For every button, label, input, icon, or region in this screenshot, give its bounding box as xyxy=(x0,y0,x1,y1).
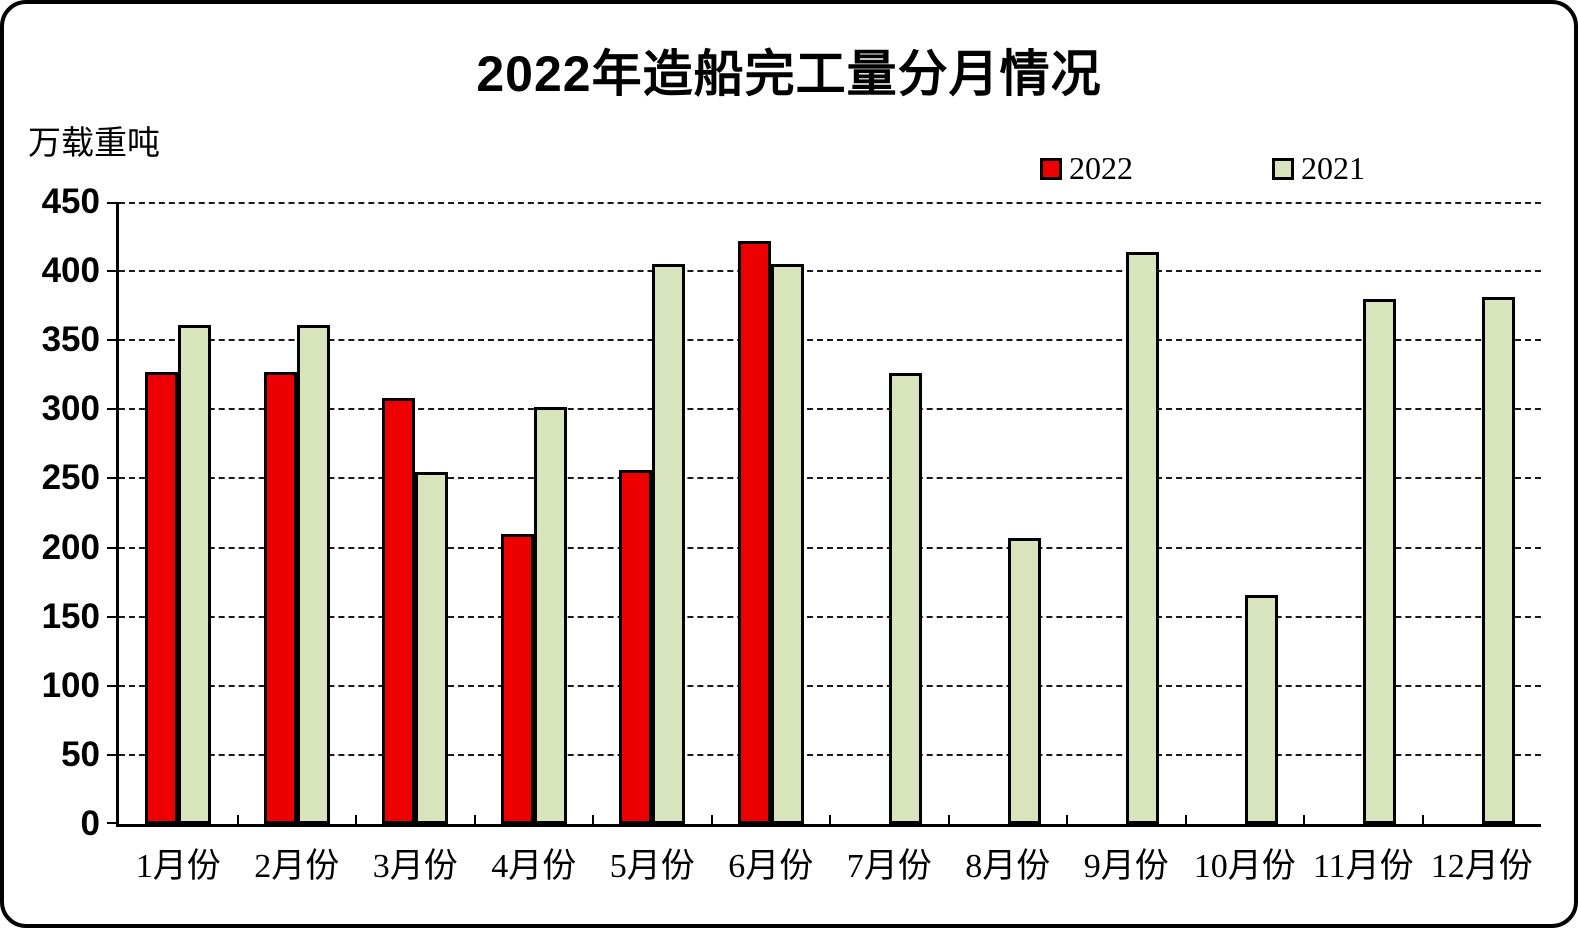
y-axis-tick xyxy=(107,408,116,411)
x-axis-tick xyxy=(829,815,831,824)
bar-2022-1月份 xyxy=(145,372,179,824)
y-tick-label-400: 400 xyxy=(41,251,100,291)
y-axis-tick xyxy=(107,339,116,342)
x-axis-tick xyxy=(236,815,239,824)
y-axis-unit-label: 万载重吨 xyxy=(28,126,160,162)
x-axis-label-2月份: 2月份 xyxy=(254,848,340,885)
y-axis-tick xyxy=(107,202,116,204)
gridline-450 xyxy=(119,202,1541,204)
x-axis-tick xyxy=(710,815,713,824)
x-axis-label-9月份: 9月份 xyxy=(1083,848,1169,885)
bar-2021-3月份 xyxy=(415,472,449,824)
bar-2022-6月份 xyxy=(737,241,771,824)
legend-swatch-2022 xyxy=(1040,157,1062,180)
bar-2021-11月份 xyxy=(1363,299,1397,824)
legend-swatch-2021 xyxy=(1272,157,1294,180)
x-axis-label-1月份: 1月份 xyxy=(135,848,221,885)
y-tick-label-250: 250 xyxy=(41,458,100,498)
gridline-200 xyxy=(119,546,1541,549)
gridline-400 xyxy=(119,270,1541,273)
bar-2021-5月份 xyxy=(652,264,686,824)
x-axis-tick xyxy=(592,815,594,824)
legend-item-2021: 2021 xyxy=(1272,150,1365,187)
x-axis-tick xyxy=(355,815,357,824)
chart-title: 2022年造船完工量分月情况 xyxy=(476,46,1102,102)
y-tick-label-50: 50 xyxy=(61,734,100,774)
x-axis-label-3月份: 3月份 xyxy=(372,848,458,885)
bar-2021-12月份 xyxy=(1481,297,1515,824)
gridline-300 xyxy=(119,408,1541,411)
x-axis-label-8月份: 8月份 xyxy=(965,848,1051,885)
y-tick-label-0: 0 xyxy=(80,804,100,843)
bar-2021-4月份 xyxy=(533,407,567,824)
y-tick-label-450: 450 xyxy=(41,182,100,221)
legend-item-2022: 2022 xyxy=(1040,150,1133,187)
y-axis-tick xyxy=(107,546,116,549)
x-axis-tick xyxy=(1303,815,1305,824)
y-tick-label-300: 300 xyxy=(41,389,100,429)
legend-label-2021: 2021 xyxy=(1301,150,1365,186)
legend-label-2022: 2022 xyxy=(1069,150,1133,186)
x-axis-label-10月份: 10月份 xyxy=(1193,848,1296,885)
x-axis-label-7月份: 7月份 xyxy=(846,848,932,885)
y-axis-tick xyxy=(107,615,116,618)
plot-area xyxy=(107,202,1541,827)
y-axis-tick xyxy=(107,477,116,480)
gridline-250 xyxy=(119,477,1541,480)
bar-2021-2月份 xyxy=(296,325,330,824)
x-axis-tick xyxy=(1184,815,1187,824)
bar-2021-9月份 xyxy=(1126,252,1160,824)
y-axis-tick xyxy=(107,270,116,273)
gridline-100 xyxy=(119,684,1541,687)
bar-2022-2月份 xyxy=(263,372,297,824)
gridline-50 xyxy=(119,753,1541,756)
x-axis-tick xyxy=(1066,815,1068,824)
x-axis-label-4月份: 4月份 xyxy=(491,848,577,885)
bar-2022-4月份 xyxy=(500,534,534,824)
x-axis-tick xyxy=(1421,815,1424,824)
y-axis-tick xyxy=(107,684,116,687)
bar-2021-1月份 xyxy=(178,325,212,824)
gridline-350 xyxy=(119,339,1541,342)
bar-2021-8月份 xyxy=(1007,538,1041,824)
bar-2022-5月份 xyxy=(619,470,653,824)
x-axis-tick xyxy=(473,815,476,824)
y-axis-tick xyxy=(107,753,116,756)
x-axis-label-6月份: 6月份 xyxy=(728,848,814,885)
y-tick-label-150: 150 xyxy=(41,596,100,636)
y-tick-label-350: 350 xyxy=(41,320,100,360)
gridline-150 xyxy=(119,615,1541,618)
y-tick-label-100: 100 xyxy=(41,665,100,705)
y-tick-label-200: 200 xyxy=(41,527,100,567)
x-axis-label-11月份: 11月份 xyxy=(1312,848,1414,885)
x-axis-tick xyxy=(947,815,950,824)
bar-2022-3月份 xyxy=(382,398,416,824)
bar-2021-10月份 xyxy=(1244,595,1278,824)
bar-2021-7月份 xyxy=(889,373,923,824)
y-axis-tick xyxy=(107,822,116,824)
x-axis-label-5月份: 5月份 xyxy=(609,848,695,885)
bar-2021-6月份 xyxy=(770,264,804,824)
x-axis-label-12月份: 12月份 xyxy=(1430,848,1533,885)
